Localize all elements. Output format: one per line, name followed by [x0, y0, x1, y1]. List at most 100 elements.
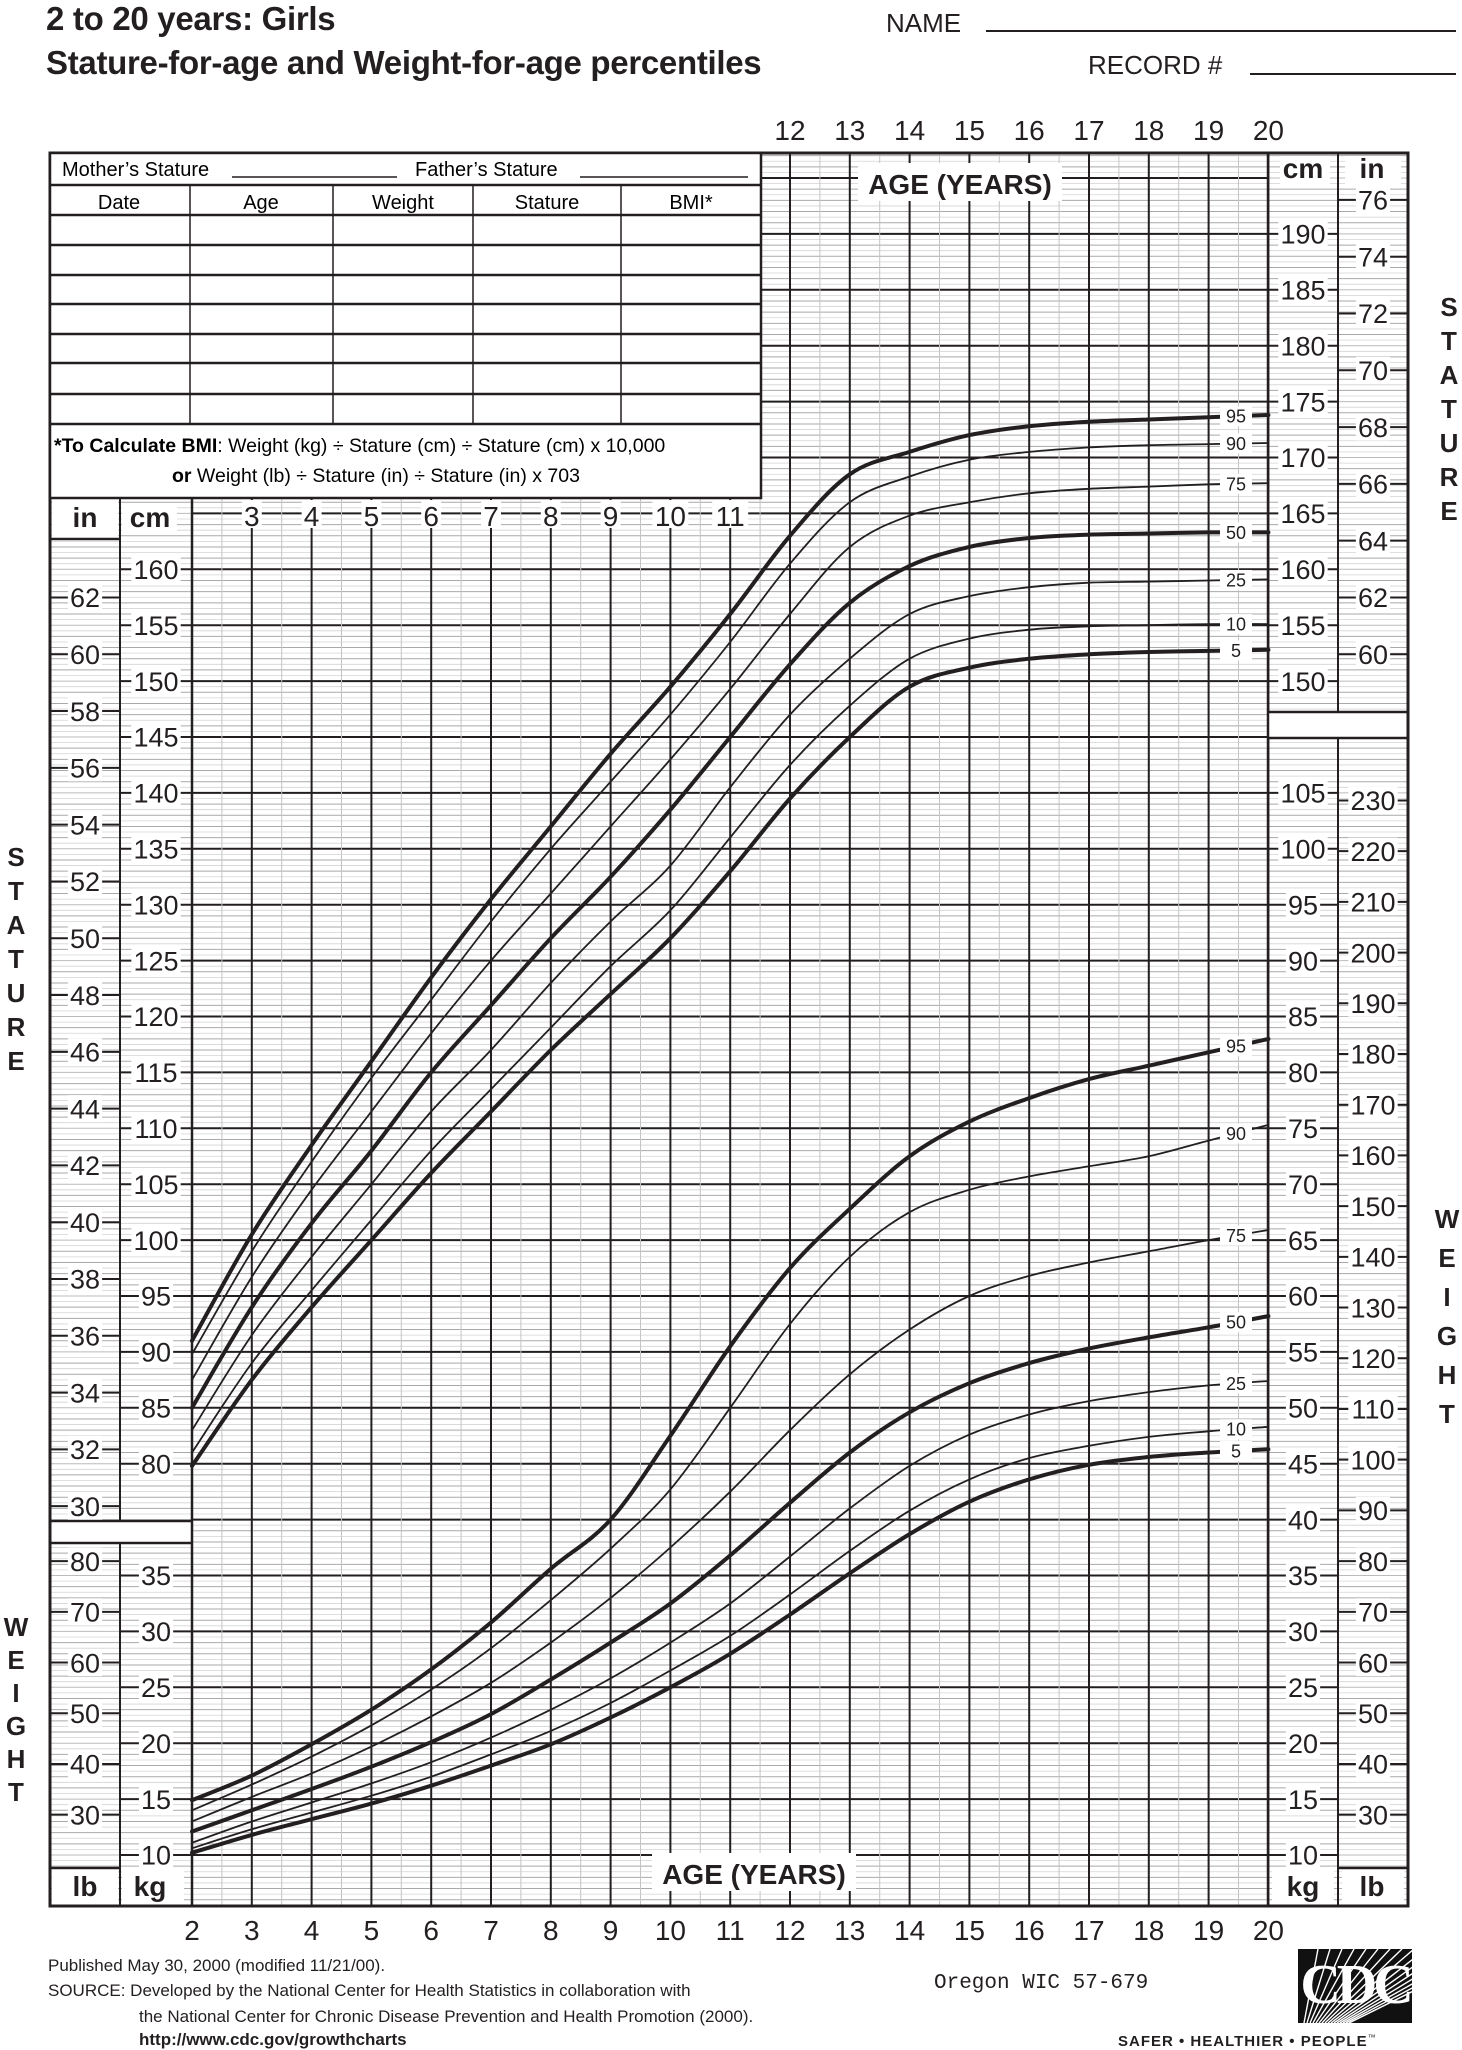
stature-cm-tick-label-left: 135: [133, 835, 178, 865]
column-header-age: Age: [243, 192, 279, 214]
age-tick-label-inline: 4: [304, 501, 320, 532]
stature-in-tick-label-left: 44: [70, 1094, 100, 1124]
weight-percentile-10-label: 10: [1226, 1420, 1246, 1440]
weight-kg-tick-label-left: 15: [141, 1785, 171, 1815]
weight-kg-tick-label-right: 70: [1288, 1170, 1318, 1200]
age-tick-label-bottom: 5: [364, 1915, 380, 1946]
weight-lb-tick-label-right-bg: [1348, 888, 1398, 916]
stature-cm-tick-label-left-bg: [131, 723, 181, 751]
weight-lb-tick-label-right-bg: [1348, 1091, 1398, 1119]
stature-in-tick-label-left: 42: [70, 1151, 100, 1181]
x-axis-title-top: AGE (YEARS): [868, 169, 1052, 200]
stature-in-tick-label-right-bg: [1355, 300, 1391, 328]
stature-percentile-75-curve: [191, 482, 1270, 1381]
weight-lb-tick-label-right-bg: [1348, 837, 1398, 865]
stature-percentile-25-label: 25: [1226, 570, 1246, 590]
bmi-note-bold: *To Calculate BMI: [54, 435, 217, 457]
logo-ray: [1309, 1949, 1343, 2023]
weight-lb-tick-label-right: 70: [1358, 1598, 1388, 1628]
stature-in-tick-label-right-bg: [1355, 243, 1391, 271]
weight-kg-tick-label-right-bg: [1285, 1394, 1321, 1422]
stature-cm-tick-label-left-bg: [131, 555, 181, 583]
weight-kg-tick-label-right-bg: [1285, 891, 1321, 919]
stature-cm-tick-label-left-bg: [138, 1394, 174, 1422]
stature-percentile-10-label: 10: [1226, 615, 1246, 635]
weight-percentile-10-curve: [191, 1425, 1270, 1850]
stature-cm-tick-label-left-bg: [131, 1058, 181, 1086]
percentile-label-bg: [1220, 1373, 1252, 1394]
logo-ray: [1345, 1987, 1412, 2023]
bmi-note-formula-kg: : Weight (kg) ÷ Stature (cm) ÷ Stature (…: [217, 435, 665, 457]
weight-lb-tick-label-right-bg: [1355, 1699, 1391, 1727]
weight-lb-tick-label-right: 150: [1350, 1192, 1395, 1222]
weight-kg-tick-label-left-bg: [138, 1562, 174, 1589]
unit-header-bg: [52, 1870, 118, 1904]
age-tick-label-bottom: 17: [1073, 1915, 1104, 1946]
unit-in-right: in: [1360, 153, 1385, 184]
weight-kg-tick-label-right: 25: [1288, 1673, 1318, 1703]
stature-cm-tick-label-right-bg: [1278, 499, 1328, 527]
stature-cm-tick-label-left-bg: [131, 1170, 181, 1198]
age-tick-label-inline: 11: [716, 501, 745, 532]
weight-percentile-5-label: 5: [1231, 1441, 1241, 1461]
stature-in-tick-label-right-bg: [1355, 413, 1391, 441]
weight-lb-tick-label-right-bg: [1355, 1496, 1391, 1524]
stature-cm-tick-label-left: 115: [134, 1058, 177, 1088]
axis-boxes: [48, 151, 1410, 1908]
stature-in-tick-label-left: 34: [70, 1378, 100, 1408]
column-header-stature: Stature: [515, 192, 579, 214]
stature-in-tick-label-left-bg: [67, 1492, 103, 1520]
x-axis-title-top-bg: [858, 163, 1062, 201]
stature-in-tick-label-left: 46: [70, 1038, 100, 1068]
weight-lb-tick-label-right: 100: [1350, 1445, 1395, 1475]
weight-lb-tick-label-right-bg: [1348, 1344, 1398, 1372]
weight-lb-tick-label-right-bg: [1348, 1395, 1398, 1423]
weight-lb-tick-label-right-bg: [1348, 1141, 1398, 1169]
weight-kg-tick-label-right: 75: [1288, 1114, 1318, 1144]
age-tick-label-bottom: 9: [603, 1915, 619, 1946]
stature-cm-tick-label-left: 85: [141, 1394, 171, 1424]
weight-lb-tick-label-left-bg: [67, 1547, 103, 1575]
stature-cm-tick-label-left-bg: [131, 779, 181, 807]
bmi-note-line-2: or Weight (lb) ÷ Stature (in) ÷ Stature …: [172, 465, 580, 487]
weight-kg-tick-label-left-bg: [138, 1673, 174, 1701]
percentile-label-bg: [1220, 406, 1252, 427]
name-field[interactable]: [986, 30, 1456, 32]
weight-lb-tick-label-right-bg: [1348, 1446, 1398, 1474]
unit-header-bg: [122, 503, 177, 531]
age-tick-label-bottom: 4: [304, 1915, 320, 1946]
stature-in-tick-label-left: 40: [70, 1208, 100, 1238]
weight-percentile-50-label: 50: [1226, 1313, 1246, 1333]
stature-in-tick-label-right-bg: [1355, 470, 1391, 498]
record-field[interactable]: [1250, 73, 1456, 75]
age-tick-label-bottom: 3: [244, 1915, 260, 1946]
age-tick-label-inline: 7: [483, 501, 499, 532]
weight-lb-tick-label-right-bg: [1355, 1801, 1391, 1829]
weight-kg-tick-label-right-bg: [1285, 1562, 1321, 1589]
weight-kg-tick-label-right-bg: [1285, 1506, 1321, 1534]
weight-kg-tick-label-right: 40: [1288, 1505, 1318, 1535]
chart-title: 2 to 20 years: Girls: [46, 0, 336, 37]
logo-ray: [1336, 1973, 1412, 2023]
age-tick-label-top: 14: [894, 115, 925, 146]
stature-label-left: STATURE: [1, 842, 31, 1080]
stature-in-tick-label-right-bg: [1355, 356, 1391, 384]
weight-kg-tick-label-right: 80: [1288, 1058, 1318, 1088]
stature-cm-tick-label-left-bg: [131, 1226, 181, 1254]
weight-lb-tick-label-right: 60: [1358, 1648, 1388, 1678]
stature-percentile-95-curve: [190, 413, 1271, 1343]
source-note-1: SOURCE: Developed by the National Center…: [48, 1981, 691, 2000]
weight-kg-tick-label-right-bg: [1285, 1841, 1321, 1869]
stature-cm-tick-label-left-bg: [131, 1114, 181, 1142]
weight-lb-tick-label-right-bg: [1355, 1598, 1391, 1626]
x-axis-title-bottom: AGE (YEARS): [662, 1859, 846, 1890]
unit-header-bg: [1345, 156, 1401, 184]
growthcharts-link[interactable]: http://www.cdc.gov/growthcharts: [139, 2030, 407, 2049]
stature-percentile-95-label: 95: [1226, 407, 1246, 427]
logo-ray: [1330, 1959, 1412, 2023]
stature-in-tick-label-left: 30: [70, 1492, 100, 1522]
stature-cm-tick-label-left: 160: [133, 555, 178, 585]
unit-header-bg: [1342, 1870, 1404, 1904]
weight-kg-tick-label-right-bg: [1285, 1170, 1321, 1198]
